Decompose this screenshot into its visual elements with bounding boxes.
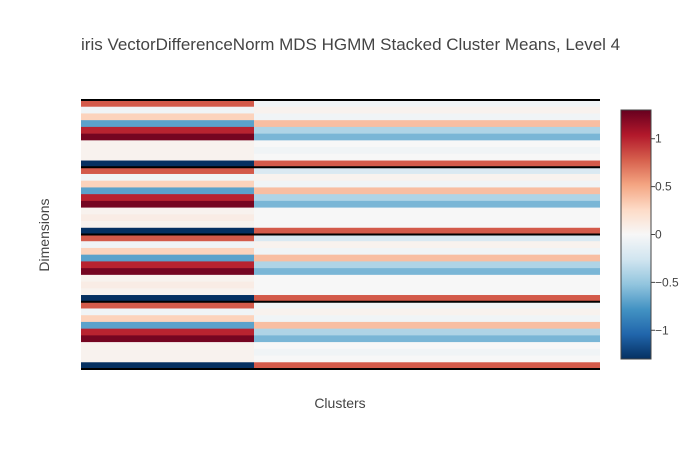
heatmap-cell xyxy=(81,200,254,208)
heatmap-cell xyxy=(81,187,254,195)
heatmap-cell xyxy=(81,328,254,336)
heatmap-cell xyxy=(254,173,600,182)
heatmap-cell xyxy=(254,348,600,356)
heatmap-cell xyxy=(81,160,254,168)
heatmap-cell xyxy=(254,254,600,262)
heatmap-cell xyxy=(254,113,600,121)
heatmap-cell xyxy=(254,167,600,175)
heatmap-cell xyxy=(81,315,254,323)
heatmap-cell xyxy=(254,214,600,222)
heatmap-cell xyxy=(254,140,600,148)
heatmap-cell xyxy=(254,281,600,289)
heatmap-cell xyxy=(254,355,600,363)
heatmap-cell xyxy=(81,167,254,175)
colorbar-tick-label: 0 xyxy=(655,228,662,242)
y-axis-title: Dimensions xyxy=(36,198,52,271)
heatmap-cell xyxy=(254,234,600,242)
heatmap-cell xyxy=(81,153,254,161)
heatmap-cell xyxy=(254,315,600,323)
heatmap-cell xyxy=(81,113,254,121)
heatmap-cell xyxy=(81,321,254,329)
heatmap-cell xyxy=(81,133,254,141)
heatmap-cell xyxy=(81,120,254,128)
heatmap-cell xyxy=(254,120,600,128)
heatmap-cell xyxy=(81,180,254,188)
heatmap-cell xyxy=(254,147,600,155)
heatmap-cell xyxy=(254,180,600,188)
colorbar-tick-label: 1 xyxy=(655,132,662,146)
heatmap-cell xyxy=(81,261,254,269)
heatmap-cell xyxy=(81,241,254,249)
heatmap-cell xyxy=(254,221,600,229)
heatmap-cell xyxy=(254,133,600,141)
heatmap-cell xyxy=(254,241,600,249)
heatmap-cell xyxy=(254,126,600,134)
heatmap-cell xyxy=(81,355,254,363)
heatmap-cell xyxy=(254,342,600,350)
heatmap-cell xyxy=(254,160,600,168)
heatmap-cell xyxy=(81,227,254,235)
heatmap-cell xyxy=(254,207,600,215)
heatmap-cell xyxy=(81,308,254,316)
heatmap-cell xyxy=(81,221,254,229)
heatmap-cell xyxy=(254,187,600,195)
colorbar-tick-label: 0.5 xyxy=(655,180,672,194)
heatmap-cell xyxy=(81,147,254,155)
heatmap-cell xyxy=(254,200,600,208)
heatmap-cell xyxy=(81,207,254,215)
heatmap-cell xyxy=(81,140,254,148)
heatmap-cell xyxy=(254,194,600,202)
heatmap-cell xyxy=(81,301,254,309)
heatmap-cell xyxy=(81,173,254,182)
heatmap-cell xyxy=(81,268,254,276)
heatmap-cell xyxy=(81,254,254,262)
colorbar-gradient xyxy=(620,109,652,360)
colorbar: 1 0.5 0 −0.5 −1 xyxy=(620,109,679,360)
heatmap-cell xyxy=(254,274,600,282)
heatmap-cell xyxy=(81,281,254,289)
heatmap-cell xyxy=(254,328,600,336)
heatmap-cell xyxy=(81,348,254,356)
heatmap-cells xyxy=(81,100,600,370)
heatmap-cell xyxy=(254,268,600,276)
colorbar-tick-label: −0.5 xyxy=(655,275,679,289)
block-separators xyxy=(81,99,600,370)
heatmap-cell xyxy=(81,247,254,256)
heatmap-cell xyxy=(81,234,254,242)
heatmap-cell xyxy=(254,261,600,269)
heatmap-cell xyxy=(254,100,600,108)
heatmap-cell xyxy=(81,194,254,202)
heatmap-cell xyxy=(81,274,254,282)
heatmap-cell xyxy=(81,126,254,134)
heatmap-cell xyxy=(254,335,600,343)
heatmap-cell xyxy=(81,214,254,222)
heatmap-cell xyxy=(81,288,254,296)
heatmap-cell xyxy=(254,295,600,303)
heatmap-cell xyxy=(81,295,254,303)
heatmap-cell xyxy=(254,288,600,296)
heatmap-cell xyxy=(254,153,600,161)
heatmap-cell xyxy=(254,308,600,316)
heatmap-cell xyxy=(254,301,600,309)
heatmap-cell xyxy=(81,342,254,350)
heatmap-cell xyxy=(254,106,600,114)
heatmap-cell xyxy=(254,247,600,256)
heatmap-cell xyxy=(254,227,600,235)
heatmap-cell xyxy=(81,335,254,343)
x-axis-title: Clusters xyxy=(314,395,365,411)
heatmap-cell xyxy=(254,321,600,329)
heatmap-cell xyxy=(81,100,254,108)
heatmap-cell xyxy=(81,362,254,370)
colorbar-tick-label: −1 xyxy=(655,323,669,337)
heatmap-cell xyxy=(254,362,600,370)
heatmap-cell xyxy=(81,106,254,114)
chart-title: iris VectorDifferenceNorm MDS HGMM Stack… xyxy=(81,35,620,54)
